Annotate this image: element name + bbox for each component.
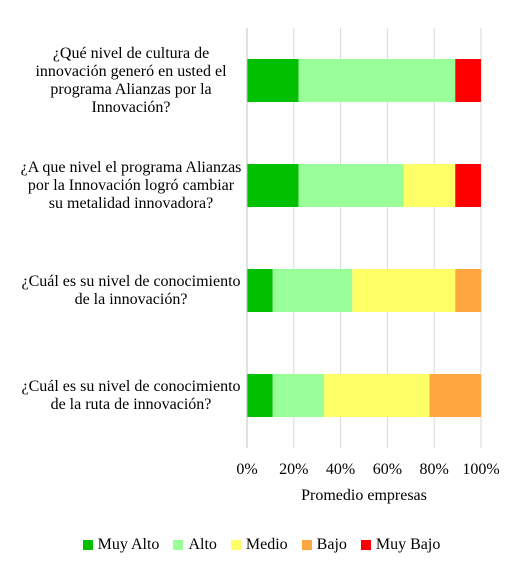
legend-swatch [360,540,371,550]
legend-swatch [230,540,241,550]
legend-label: Bajo [316,536,347,553]
x-tick-label: 0% [236,461,257,478]
category-label: ¿A que nivel el programa Alianzas por la… [20,158,242,212]
x-tick-label: 80% [420,461,449,478]
bar-segment [455,164,481,207]
legend-item: Muy Alto [82,536,160,554]
bar-segment [247,164,299,207]
x-tick-label: 20% [279,461,308,478]
legend-swatch [82,540,93,550]
legend-swatch [301,540,312,550]
bar-segment [272,374,325,417]
legend-label: Muy Alto [97,536,160,553]
bar-segment [272,269,353,312]
x-tick-labels: 0% 20% 40% 60% 80% 100% [236,461,499,478]
legend: Muy Alto Alto Medio Bajo Muy Bajo [0,535,523,555]
bar-segment [247,269,273,312]
bar-segment [455,269,481,312]
x-tick-label: 60% [373,461,402,478]
legend-item: Medio [230,536,288,554]
bar-segment [298,59,456,102]
bar-segment [429,374,481,417]
x-tick-label: 40% [326,461,355,478]
category-label: ¿Cuál es su nivel de conocimiento de la … [21,377,241,413]
x-axis-label: Promedio empresas [301,487,427,504]
legend-item: Alto [173,536,217,554]
bar-segment [352,269,456,312]
legend-label: Muy Bajo [375,536,441,553]
legend-item: Muy Bajo [360,536,441,554]
x-tick-label: 100% [462,461,499,478]
category-label: ¿Cuál es su nivel de conocimiento de la … [21,272,241,308]
legend-label: Medio [245,536,288,553]
bar-segment [455,59,481,102]
legend-swatch [173,540,184,550]
bar-segment [403,164,456,207]
bars [247,59,481,417]
legend-label: Alto [188,536,217,553]
legend-item: Bajo [301,536,347,554]
bar-segment [247,59,299,102]
category-label: ¿Qué nivel de cultura de innovación gene… [35,44,227,116]
bar-segment [298,164,404,207]
bar-segment [247,374,273,417]
bar-segment [324,374,430,417]
